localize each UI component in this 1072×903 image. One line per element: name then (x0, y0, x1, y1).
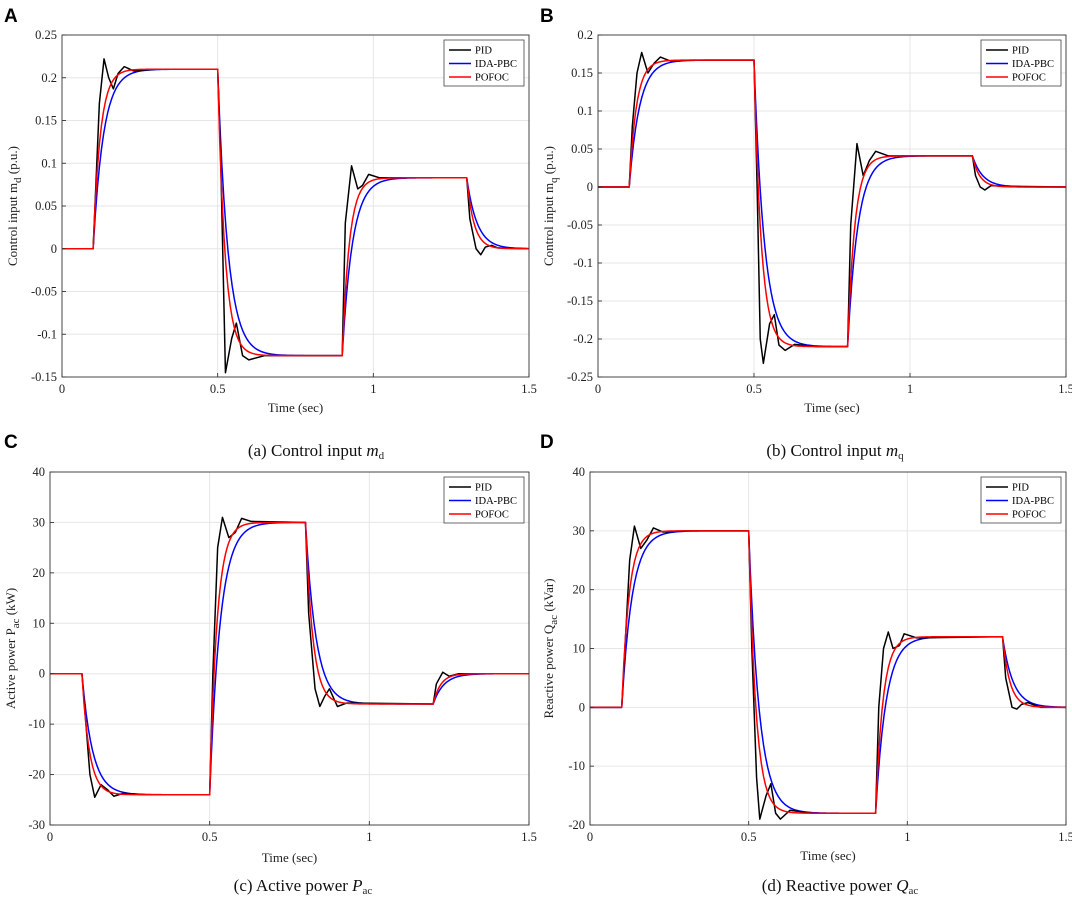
series-line-pid (590, 525, 1066, 820)
legend-label-ida-pbc: IDA-PBC (1012, 59, 1054, 70)
y-tick-label: 0 (51, 242, 57, 256)
x-tick-label: 1.5 (521, 382, 537, 396)
panel-letter-a: A (4, 6, 18, 27)
series-line-pofoc (590, 530, 1066, 814)
legend-label-pid: PID (475, 46, 492, 57)
y-tick-label: 0.1 (577, 104, 593, 118)
legend-label-pofoc: POFOC (475, 510, 509, 521)
x-tick-label: 0 (595, 382, 601, 396)
x-axis-label: Time (sec) (800, 848, 856, 863)
x-tick-label: 0 (59, 382, 65, 396)
y-tick-label: 0 (579, 700, 585, 714)
x-tick-label: 1.5 (1058, 382, 1072, 396)
panel-b: B 0 0.5 1 1.5 -0.25 -0.2 -0.15 -0.1 -0.05 0 0.05 0.… (540, 6, 1072, 462)
caption-a: (a) Control input md (248, 441, 385, 462)
y-tick-label: -20 (28, 768, 45, 782)
panel-d: D 0 0.5 1 1.5 -20 -10 0 10 20 30 40 Time (sec) Rea… (540, 432, 1072, 897)
plot-area (598, 35, 1066, 377)
y-axis-label: Control input mq (p.u.) (541, 146, 560, 266)
y-tick-label: 0.15 (571, 66, 593, 80)
y-tick-label: 0 (587, 180, 593, 194)
y-axis-label: Reactive power Qac (kVar) (541, 578, 560, 718)
x-tick-label: 1 (366, 830, 372, 844)
y-tick-label: 10 (573, 642, 586, 656)
series-line-pofoc (50, 521, 529, 796)
axes-frame (49, 471, 530, 826)
x-tick-label: 0.5 (746, 382, 762, 396)
y-tick-label: 40 (33, 465, 46, 479)
x-tick-label: 0.5 (210, 382, 226, 396)
y-tick-label: 0.2 (41, 71, 57, 85)
x-axis-label: Time (sec) (268, 400, 324, 415)
x-tick-label: 0.5 (202, 830, 218, 844)
y-tick-label: -0.1 (37, 327, 57, 341)
y-axis-label: Active power Pac (kW) (3, 588, 22, 709)
series-line-pid (598, 51, 1066, 365)
y-tick-label: -20 (568, 818, 585, 832)
caption-d: (d) Reactive power Qac (762, 876, 919, 897)
y-tick-label: 0.15 (35, 114, 57, 128)
y-tick-label: 20 (573, 583, 586, 597)
legend: PID IDA-PBC POFOC (443, 39, 525, 87)
x-tick-label: 0 (47, 830, 53, 844)
legend: PID IDA-PBC POFOC (980, 476, 1062, 524)
y-tick-label: 20 (33, 566, 46, 580)
legend-label-ida-pbc: IDA-PBC (1012, 496, 1054, 507)
panel-letter-d: D (540, 432, 554, 453)
caption-b: (b) Control input mq (766, 441, 904, 462)
series-line-pofoc (62, 68, 529, 357)
y-tick-label: 0.2 (577, 28, 593, 42)
y-tick-label: -0.15 (31, 370, 57, 384)
y-tick-label: -0.05 (567, 218, 593, 232)
x-tick-label: 1 (907, 382, 913, 396)
plot-area (50, 472, 529, 825)
y-tick-label: -10 (28, 717, 45, 731)
y-tick-label: 10 (33, 616, 46, 630)
y-tick-label: -0.1 (573, 256, 593, 270)
y-tick-label: 0.05 (571, 142, 593, 156)
y-tick-label: 0.25 (35, 28, 57, 42)
caption-c: (c) Active power Pac (234, 876, 373, 897)
y-tick-label: -0.15 (567, 294, 593, 308)
x-tick-label: 0.5 (741, 830, 757, 844)
panel-letter-b: B (540, 6, 554, 27)
panel-a: A 0 0.5 1 1.5 -0.15 -0.1 -0.05 0 0.05 0.1 0.15 0.2 0… (4, 6, 537, 462)
legend-label-ida-pbc: IDA-PBC (475, 496, 517, 507)
y-tick-label: -0.2 (573, 332, 593, 346)
x-axis-label: Time (sec) (262, 850, 318, 865)
x-tick-label: 1.5 (1058, 830, 1072, 844)
panel-letter-c: C (4, 432, 18, 453)
y-tick-label: 40 (573, 465, 586, 479)
y-tick-label: -10 (568, 759, 585, 773)
y-tick-label: -0.25 (567, 370, 593, 384)
legend: PID IDA-PBC POFOC (443, 476, 525, 524)
legend-label-pofoc: POFOC (1012, 73, 1046, 84)
axes-frame (597, 34, 1067, 378)
x-tick-label: 1.5 (521, 830, 537, 844)
x-axis-label: Time (sec) (804, 400, 860, 415)
y-tick-label: 30 (33, 515, 46, 529)
legend-label-ida-pbc: IDA-PBC (475, 59, 517, 70)
legend-label-pofoc: POFOC (475, 73, 509, 84)
legend: PID IDA-PBC POFOC (980, 39, 1062, 87)
legend-label-pid: PID (1012, 483, 1029, 494)
x-tick-label: 0 (587, 830, 593, 844)
legend-label-pofoc: POFOC (1012, 510, 1046, 521)
y-axis-label: Control input md (p.u.) (5, 146, 24, 266)
series-line-pid (62, 58, 529, 374)
legend-label-pid: PID (1012, 46, 1029, 57)
x-tick-label: 1 (904, 830, 910, 844)
y-tick-label: 30 (573, 524, 586, 538)
y-tick-label: 0 (39, 667, 45, 681)
legend-label-pid: PID (475, 483, 492, 494)
y-tick-label: 0.1 (41, 156, 57, 170)
y-tick-label: -0.05 (31, 285, 57, 299)
y-tick-label: -30 (28, 818, 45, 832)
y-tick-label: 0.05 (35, 199, 57, 213)
x-tick-label: 1 (370, 382, 376, 396)
series-line-pofoc (598, 59, 1066, 348)
